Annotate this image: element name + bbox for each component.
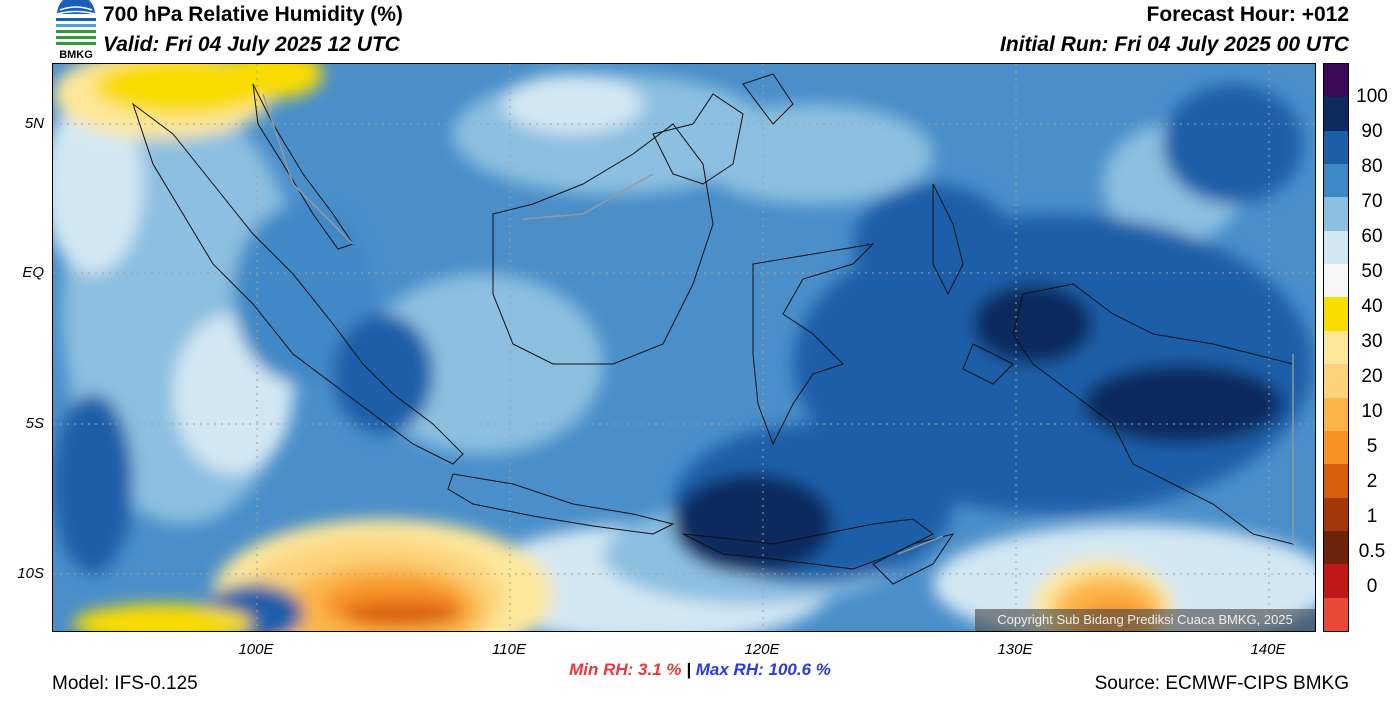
colorbar-label: 40 bbox=[1361, 296, 1383, 317]
colorbar-label: 2 bbox=[1366, 471, 1378, 492]
colorbar-label: 60 bbox=[1361, 226, 1383, 247]
copyright-notice: Copyright Sub Bidang Prediksi Cuaca BMKG… bbox=[975, 609, 1315, 631]
colorbar-segment bbox=[1324, 164, 1348, 198]
forecast-hour: Forecast Hour: +012 bbox=[1146, 3, 1350, 26]
colorbar-segment bbox=[1324, 364, 1348, 399]
colorbar-segment bbox=[1324, 130, 1348, 165]
stats-separator: | bbox=[686, 660, 692, 679]
colorbar-segment bbox=[1324, 464, 1348, 499]
colorbar-segment bbox=[1324, 64, 1348, 98]
model-name: Model: IFS-0.125 bbox=[52, 673, 198, 694]
bmkg-logo: BMKG bbox=[56, 0, 96, 60]
lon-label-130e: 130E bbox=[997, 641, 1033, 658]
colorbar-label: 50 bbox=[1361, 261, 1383, 282]
graticule bbox=[53, 64, 1315, 631]
lon-label-140e: 140E bbox=[1250, 641, 1286, 658]
colorbar-label: 0.5 bbox=[1358, 541, 1386, 562]
logo-text: BMKG bbox=[59, 49, 93, 60]
borders bbox=[262, 93, 1294, 555]
colorbar-segment bbox=[1324, 530, 1348, 565]
map-canvas bbox=[53, 64, 1315, 631]
min-rh-label: Min RH: bbox=[569, 660, 634, 679]
max-rh-value: 100.6 % bbox=[768, 660, 831, 679]
colorbar-segment bbox=[1324, 497, 1348, 532]
colorbar-label: 100 bbox=[1356, 86, 1388, 107]
lat-label-10s: 10S bbox=[17, 565, 44, 582]
colorbar-segment bbox=[1324, 597, 1348, 632]
colorbar-label: 80 bbox=[1361, 156, 1383, 177]
lon-label-120e: 120E bbox=[744, 641, 780, 658]
colorbar-segment bbox=[1324, 264, 1348, 298]
chart-title: 700 hPa Relative Humidity (%) bbox=[103, 3, 403, 26]
data-source: Source: ECMWF-CIPS BMKG bbox=[1094, 673, 1349, 694]
colorbar-label: 20 bbox=[1361, 366, 1383, 387]
lat-label-eq: EQ bbox=[22, 264, 44, 281]
colorbar-label: 90 bbox=[1361, 121, 1383, 142]
humidity-map bbox=[52, 63, 1316, 632]
min-rh-value: 3.1 % bbox=[638, 660, 682, 679]
colorbar-segment bbox=[1324, 197, 1348, 232]
colorbar-segment bbox=[1324, 397, 1348, 432]
rh-contours bbox=[53, 64, 1315, 631]
colorbar-label: 70 bbox=[1361, 191, 1383, 212]
colorbar-segment bbox=[1324, 230, 1348, 265]
lon-label-100e: 100E bbox=[238, 641, 274, 658]
lat-label-5s: 5S bbox=[25, 415, 44, 432]
colorbar-label: 0 bbox=[1366, 576, 1378, 597]
colorbar-segment bbox=[1324, 330, 1348, 365]
colorbar-segment bbox=[1324, 97, 1348, 132]
rh-stats: Min RH: 3.1 % | Max RH: 100.6 % bbox=[0, 660, 1400, 680]
colorbar-segment bbox=[1324, 430, 1348, 465]
colorbar-label: 1 bbox=[1366, 506, 1378, 527]
colorbar bbox=[1323, 63, 1349, 632]
colorbar-segment bbox=[1324, 564, 1348, 599]
colorbar-label: 30 bbox=[1361, 331, 1383, 352]
max-rh-label: Max RH: bbox=[695, 660, 764, 679]
colorbar-segment bbox=[1324, 297, 1348, 332]
valid-time: Valid: Fri 04 July 2025 12 UTC bbox=[103, 33, 400, 56]
colorbar-label: 10 bbox=[1361, 401, 1383, 422]
lon-label-110e: 110E bbox=[492, 641, 526, 658]
lat-label-5n: 5N bbox=[24, 115, 44, 132]
colorbar-label: 5 bbox=[1366, 436, 1378, 457]
initial-run: Initial Run: Fri 04 July 2025 00 UTC bbox=[1000, 33, 1349, 56]
coastlines bbox=[132, 73, 1294, 585]
